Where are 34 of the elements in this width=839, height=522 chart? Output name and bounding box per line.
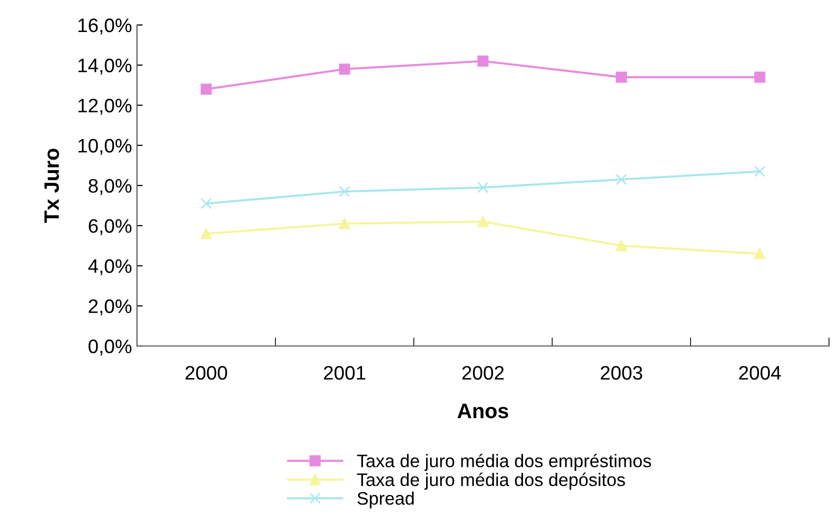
x-tick-label: 2000 [186,366,228,380]
y-tick-label: 2,0% [88,299,132,316]
point [754,166,766,178]
legend-label: Taxa de juro média dos depósitos [357,472,625,490]
y-tick-label: 14,0% [78,58,132,75]
point [477,216,489,228]
point [616,72,627,83]
point [200,84,212,95]
y-tick-label: 12,0% [78,98,132,115]
point [754,248,766,260]
x-tick-label: 2003 [600,366,642,380]
point [477,182,489,194]
point [339,64,350,75]
point [477,56,489,67]
y-tick-label: 0,0% [88,339,132,356]
y-tick-label: 10,0% [78,138,132,155]
x-tick-label: 2004 [739,366,781,380]
point [200,198,212,210]
y-axis-title: Tx Juro [44,148,59,223]
y-tick-label: 8,0% [88,178,132,196]
legend-label: Spread [357,492,414,508]
y-tick-label: 6,0% [88,219,132,236]
point [616,240,627,252]
x-axis-title: Anos [457,404,508,418]
point [339,186,350,198]
x-tick-label: 2001 [324,366,366,380]
point [616,174,627,186]
point [339,218,350,230]
y-tick-label: 16,0% [78,18,132,35]
x-tick-label: 2002 [462,366,504,380]
point [200,228,212,240]
point [754,72,766,83]
legend-label: Taxa de juro média dos empréstimos [357,454,652,471]
y-tick-label: 4,0% [88,259,132,276]
